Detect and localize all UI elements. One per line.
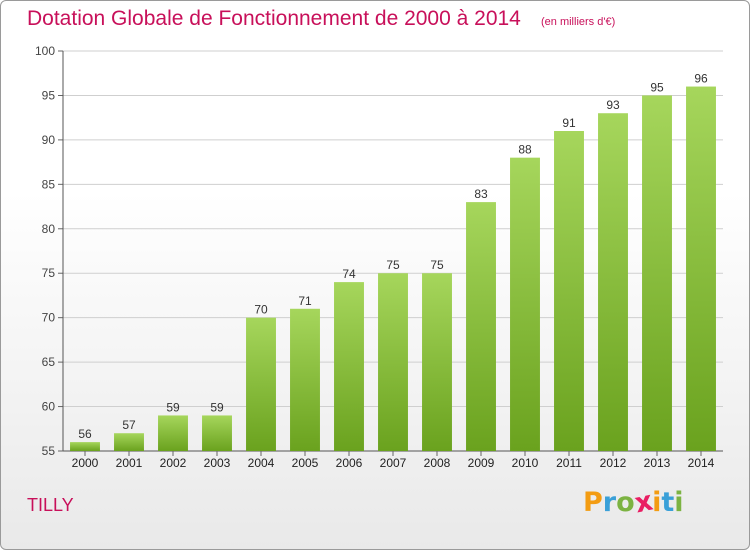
bar-2013 — [642, 95, 672, 451]
data-label-2007: 75 — [386, 258, 400, 272]
bar-2000 — [70, 442, 100, 451]
data-label-2000: 56 — [78, 427, 92, 441]
bar-2014 — [686, 86, 716, 452]
bar-2004 — [246, 317, 276, 451]
chart-title: Dotation Globale de Fonctionnement de 20… — [27, 7, 521, 30]
x-tick-label: 2005 — [292, 456, 319, 470]
x-tick-label: 2006 — [336, 456, 363, 470]
bar-2005 — [290, 308, 320, 451]
x-tick-label: 2013 — [644, 456, 671, 470]
x-tick-label: 2014 — [688, 456, 715, 470]
x-tick-label: 2009 — [468, 456, 495, 470]
bar-2009 — [466, 202, 496, 451]
x-tick-label: 2003 — [204, 456, 231, 470]
x-tick-label: 2012 — [600, 456, 627, 470]
x-tick-label: 2010 — [512, 456, 539, 470]
bar-2007 — [378, 273, 408, 451]
y-tick-label: 70 — [42, 311, 56, 325]
proxiti-logo: Proxiti — [583, 486, 684, 520]
data-label-2001: 57 — [122, 418, 136, 432]
y-tick-label: 55 — [42, 444, 56, 458]
logo-letter: P — [583, 487, 603, 518]
y-tick-label: 65 — [42, 355, 56, 369]
data-label-2011: 91 — [562, 116, 576, 130]
logo-letter: i — [652, 487, 662, 518]
logo-letter: t — [661, 487, 675, 518]
data-label-2010: 88 — [518, 143, 532, 157]
data-label-2004: 70 — [254, 303, 268, 317]
unit-note: (en milliers d'€) — [541, 16, 616, 28]
logo-letter: i — [674, 487, 684, 518]
bar-2001 — [114, 433, 144, 451]
bar-2011 — [554, 131, 584, 451]
data-label-2005: 71 — [298, 294, 312, 308]
data-label-2002: 59 — [166, 400, 180, 414]
x-tick-label: 2011 — [556, 456, 582, 470]
y-tick-label: 90 — [42, 133, 56, 147]
bar-2006 — [334, 282, 364, 451]
commune-name: TILLY — [27, 495, 74, 515]
bar-2012 — [598, 113, 628, 451]
bar-2002 — [158, 415, 188, 451]
data-label-2008: 75 — [430, 258, 444, 272]
y-tick-label: 85 — [42, 177, 56, 191]
logo-letter: r — [602, 487, 617, 518]
bar-2008 — [422, 273, 452, 451]
y-tick-label: 60 — [42, 400, 56, 414]
data-label-2009: 83 — [474, 187, 488, 201]
data-label-2012: 93 — [606, 98, 620, 112]
bar-2003 — [202, 415, 232, 451]
x-tick-label: 2000 — [72, 456, 99, 470]
data-label-2013: 95 — [650, 80, 664, 94]
bar-2010 — [510, 157, 540, 451]
y-tick-label: 80 — [42, 222, 56, 236]
y-tick-label: 100 — [35, 44, 55, 58]
x-tick-label: 2001 — [116, 456, 143, 470]
y-tick-label: 75 — [42, 266, 56, 280]
x-tick-label: 2004 — [248, 456, 275, 470]
y-tick-label: 95 — [42, 88, 56, 102]
logo-letter: o — [616, 487, 635, 518]
data-label-2014: 96 — [694, 72, 708, 86]
data-label-2006: 74 — [342, 267, 356, 281]
data-label-2003: 59 — [210, 400, 224, 414]
x-tick-label: 2002 — [160, 456, 187, 470]
x-tick-label: 2008 — [424, 456, 451, 470]
x-tick-label: 2007 — [380, 456, 407, 470]
